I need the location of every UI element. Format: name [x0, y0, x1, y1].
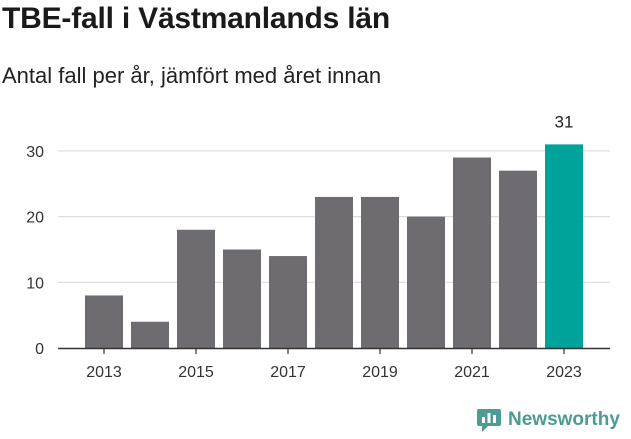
bar-2021: [453, 157, 491, 348]
x-tick-label: 2023: [546, 364, 582, 381]
brand-name: Newsworthy: [508, 409, 620, 430]
bar-2013: [85, 295, 123, 348]
chart-title: TBE-fall i Västmanlands län: [2, 2, 391, 35]
bar-2020: [407, 216, 445, 348]
y-tick-label: 20: [26, 210, 44, 227]
x-axis-ticks: 2013 2015 2017 2019 2021 2023: [86, 348, 582, 381]
bar-2019: [361, 196, 399, 348]
x-tick-label: 2017: [270, 364, 306, 381]
x-tick-label: 2015: [178, 364, 214, 381]
newsworthy-logo-icon: [477, 409, 501, 432]
y-axis-ticks: 0 10 20 30: [26, 144, 44, 358]
y-tick-label: 30: [26, 144, 44, 161]
bar-2018: [315, 196, 353, 348]
y-tick-label: 10: [26, 275, 44, 292]
bar-2023: [545, 144, 583, 348]
bar-2017: [269, 256, 307, 348]
x-tick-label: 2019: [362, 364, 398, 381]
x-tick-label: 2021: [454, 364, 490, 381]
bar-2014: [131, 321, 169, 348]
bar-2022: [499, 170, 537, 348]
bar-2016: [223, 249, 261, 348]
bar-2015: [177, 229, 215, 348]
bar-chart: 0 10 20 30 2013 2015 2017 2019 2021 2023 31: [26, 112, 610, 381]
data-labels: 31: [555, 112, 574, 131]
data-label-2023: 31: [555, 112, 574, 131]
y-tick-label: 0: [35, 341, 44, 358]
chart-subtitle: Antal fall per år, jämfört med året inna…: [2, 63, 382, 88]
brand: Newsworthy: [476, 407, 620, 433]
x-tick-label: 2013: [86, 364, 122, 381]
bars: [85, 144, 583, 348]
